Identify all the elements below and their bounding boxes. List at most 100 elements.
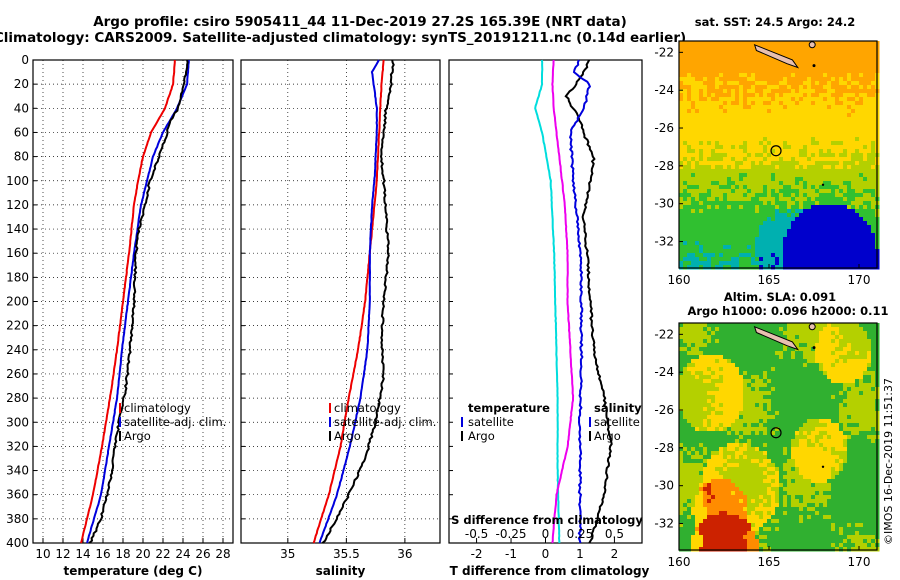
map-pixel bbox=[859, 53, 864, 58]
map-pixel bbox=[815, 339, 820, 344]
map-pixel bbox=[719, 463, 724, 468]
map-pixel bbox=[847, 427, 852, 432]
map-pixel bbox=[727, 169, 732, 174]
map-pixel bbox=[703, 49, 708, 54]
map-pixel bbox=[679, 85, 684, 90]
y-tick-label: 340 bbox=[6, 464, 29, 478]
map-pixel bbox=[867, 177, 872, 182]
map-pixel bbox=[871, 403, 876, 408]
map-pixel bbox=[771, 41, 776, 46]
map-pixel bbox=[799, 157, 804, 162]
map-pixel bbox=[827, 395, 832, 400]
map-pixel bbox=[739, 73, 744, 78]
map-pixel bbox=[775, 117, 780, 122]
map-pixel bbox=[679, 363, 684, 368]
map-pixel bbox=[843, 121, 848, 126]
map-pixel bbox=[815, 117, 820, 122]
map-pixel bbox=[771, 245, 776, 250]
map-pixel bbox=[703, 81, 708, 86]
map-pixel bbox=[763, 105, 768, 110]
map-pixel bbox=[707, 423, 712, 428]
map-pixel bbox=[815, 451, 820, 456]
map-pixel bbox=[851, 339, 856, 344]
map-pixel bbox=[715, 371, 720, 376]
map-pixel bbox=[711, 169, 716, 174]
map-pixel bbox=[783, 459, 788, 464]
map-pixel bbox=[755, 69, 760, 74]
map-pixel bbox=[843, 459, 848, 464]
map-pixel bbox=[871, 399, 876, 404]
map-pixel bbox=[707, 225, 712, 230]
map-pixel bbox=[751, 375, 756, 380]
map-pixel bbox=[867, 359, 872, 364]
map-pixel bbox=[867, 241, 872, 246]
map-pixel bbox=[727, 105, 732, 110]
map-pixel bbox=[755, 399, 760, 404]
map-pixel bbox=[735, 249, 740, 254]
map-pixel bbox=[715, 447, 720, 452]
map-pixel bbox=[751, 221, 756, 226]
map-pixel bbox=[847, 181, 852, 186]
map-pixel bbox=[727, 49, 732, 54]
map-pixel bbox=[719, 117, 724, 122]
map-pixel bbox=[791, 117, 796, 122]
map-pixel bbox=[783, 121, 788, 126]
map-pixel bbox=[771, 403, 776, 408]
map-pixel bbox=[799, 197, 804, 202]
map-pixel bbox=[823, 447, 828, 452]
map-pixel bbox=[831, 205, 836, 210]
map-pixel bbox=[719, 105, 724, 110]
map-pixel bbox=[867, 443, 872, 448]
map-pixel bbox=[727, 371, 732, 376]
map-pixel bbox=[707, 371, 712, 376]
map-pixel bbox=[863, 125, 868, 130]
map-pixel bbox=[815, 217, 820, 222]
map-pixel bbox=[691, 57, 696, 62]
map-pixel bbox=[767, 89, 772, 94]
map-pixel bbox=[787, 423, 792, 428]
map-pixel bbox=[747, 89, 752, 94]
map-pixel bbox=[871, 451, 876, 456]
map-pixel bbox=[763, 61, 768, 66]
map-pixel bbox=[767, 411, 772, 416]
map-pixel bbox=[775, 403, 780, 408]
map-pixel bbox=[743, 383, 748, 388]
map-pixel bbox=[867, 181, 872, 186]
map-pixel bbox=[791, 265, 796, 270]
map-pixel bbox=[723, 403, 728, 408]
map-pixel bbox=[835, 443, 840, 448]
map-pixel bbox=[691, 169, 696, 174]
map-pixel bbox=[839, 169, 844, 174]
map-pixel bbox=[679, 335, 684, 340]
map-pixel bbox=[819, 105, 824, 110]
map-pixel bbox=[707, 463, 712, 468]
map-pixel bbox=[755, 201, 760, 206]
map-pixel bbox=[743, 165, 748, 170]
map-pixel bbox=[855, 185, 860, 190]
map-pixel bbox=[767, 177, 772, 182]
map-pixel bbox=[687, 65, 692, 70]
map-pixel bbox=[771, 253, 776, 258]
map-pixel bbox=[839, 467, 844, 472]
map-pixel bbox=[719, 383, 724, 388]
map-pixel bbox=[807, 57, 812, 62]
map-pixel bbox=[799, 339, 804, 344]
map-pixel bbox=[803, 431, 808, 436]
map-pixel bbox=[863, 173, 868, 178]
map-pixel bbox=[739, 419, 744, 424]
map-pixel bbox=[775, 133, 780, 138]
map-pixel bbox=[727, 355, 732, 360]
map-pixel bbox=[759, 141, 764, 146]
map-pixel bbox=[831, 375, 836, 380]
map-pixel bbox=[807, 415, 812, 420]
series-line-climatology bbox=[80, 60, 176, 544]
map-pixel bbox=[827, 65, 832, 70]
map-pixel bbox=[683, 213, 688, 218]
map-pixel bbox=[727, 217, 732, 222]
map-pixel bbox=[691, 431, 696, 436]
map-pixel bbox=[851, 193, 856, 198]
map-pixel bbox=[843, 209, 848, 214]
map-pixel bbox=[699, 427, 704, 432]
map-pixel bbox=[795, 93, 800, 98]
s-tick-label: 0 bbox=[542, 527, 550, 541]
